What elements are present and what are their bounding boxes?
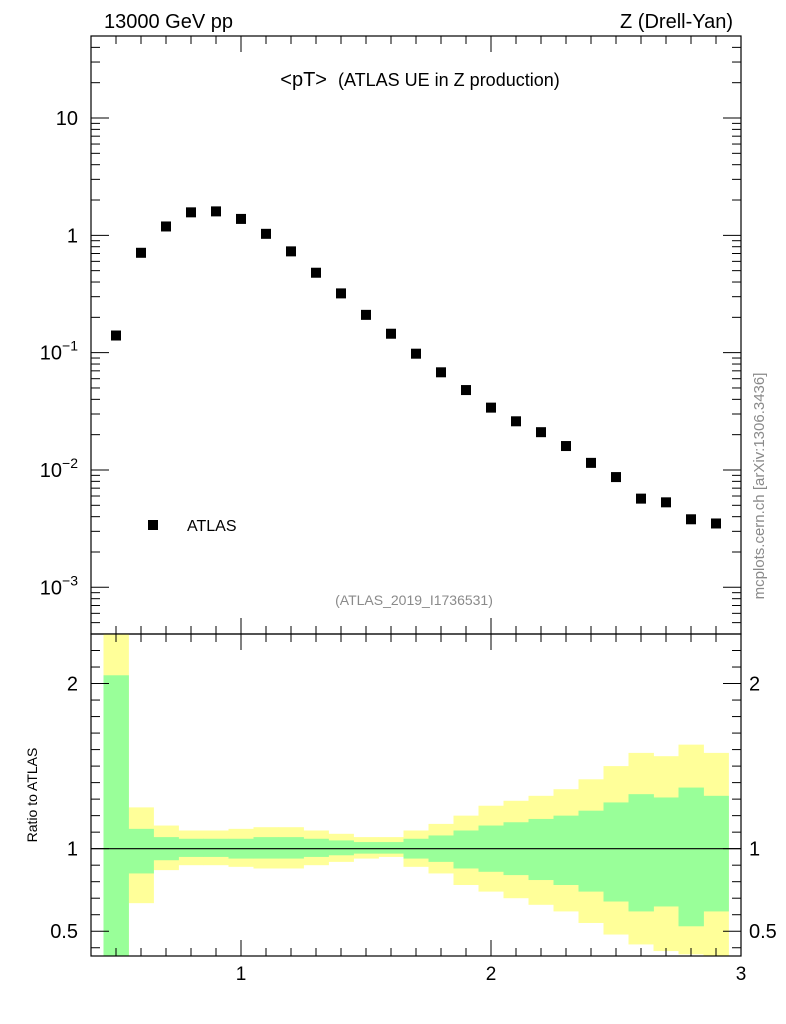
data-point [436, 367, 446, 378]
ratio-band-bin [378, 842, 404, 854]
data-point [261, 228, 271, 239]
data-point [361, 309, 371, 320]
ratio-band-bin [353, 842, 379, 854]
ratio-band-bin [278, 837, 304, 859]
ratio-band-bin [678, 787, 704, 927]
ratio-ylabel: Ratio to ATLAS [24, 748, 40, 843]
main-subtitle-text: (ATLAS UE in Z production) [338, 70, 560, 90]
data-point [236, 213, 246, 224]
main-y-tick-label: 10−2 [40, 455, 78, 482]
legend: ATLAS [148, 518, 237, 535]
main-title-text: <pT> [280, 69, 327, 91]
data-point [511, 416, 521, 427]
main-panel: <pT> (ATLAS UE in Z production) (ATLAS_2… [40, 35, 742, 635]
data-point [686, 514, 696, 525]
main-y-tick-label-exponent: −3 [62, 572, 78, 588]
side-label: mcplots.cern.ch [arXiv:1306.3436] [751, 373, 768, 600]
data-point [561, 441, 571, 452]
ratio-band-bin [103, 675, 129, 956]
data-point [611, 472, 621, 483]
data-point [711, 518, 721, 529]
main-plot-frame [90, 35, 742, 635]
main-y-tick-label-base: 10 [40, 460, 62, 482]
atlas-data-points [111, 206, 721, 529]
ratio-band-bin [128, 828, 154, 874]
main-y-tick-label: 10 [56, 108, 78, 130]
data-point [636, 493, 646, 504]
data-point [161, 221, 171, 232]
ratio-band-bin [203, 838, 229, 857]
legend-label: ATLAS [187, 518, 237, 535]
ratio-band-bin [328, 840, 354, 856]
data-point [386, 328, 396, 339]
ratio-band-inner [103, 675, 729, 956]
ratio-y-tick-label-right: 2 [749, 674, 760, 696]
ratio-band-bin [578, 810, 604, 892]
ratio-y-tick-label-left: 2 [67, 674, 78, 696]
data-point [336, 288, 346, 299]
data-point [661, 497, 671, 508]
ratio-y-tick-label-right: 0.5 [749, 921, 777, 943]
main-y-tick-label-exponent: −2 [62, 455, 78, 471]
ratio-band-bin [653, 797, 679, 907]
legend-marker [148, 520, 158, 530]
ratio-band-bin [603, 802, 629, 902]
data-point [486, 402, 496, 413]
ratio-band-bin [553, 815, 579, 885]
data-point [111, 330, 121, 341]
main-y-tick-label-base: 1 [67, 225, 78, 247]
ratio-band-bin [528, 818, 554, 881]
ratio-x-tick-label: 2 [486, 964, 497, 985]
main-y-tick-label-base: 10 [40, 343, 62, 365]
ratio-band-bin [303, 838, 329, 857]
ratio-y-tick-label-right: 1 [749, 839, 760, 861]
ratio-band-bin [178, 838, 204, 857]
data-point [311, 267, 321, 278]
main-y-tick-label: 1 [67, 225, 78, 247]
data-point [536, 427, 546, 438]
ratio-y-tick-label-left: 0.5 [50, 921, 78, 943]
data-point [286, 246, 296, 257]
main-y-tick-label-base: 10 [40, 577, 62, 599]
ratio-band-bin [628, 794, 654, 912]
ratio-x-tick-label: 3 [736, 964, 747, 985]
header-right: Z (Drell-Yan) [620, 11, 733, 33]
data-point [461, 385, 471, 396]
ratio-panel: Ratio to ATLAS 1 2 30.5 0.51 12 2 [24, 633, 777, 985]
ratio-x-tick-label: 1 [236, 964, 247, 985]
ratio-band-bin [703, 795, 729, 912]
data-point [586, 457, 596, 468]
main-title: <pT> (ATLAS UE in Z production) [280, 69, 559, 91]
data-point [186, 207, 196, 218]
main-y-tick-label-exponent: −1 [62, 338, 78, 354]
main-y-tick-label: 10−3 [40, 572, 78, 599]
ratio-y-tick-label-left: 1 [67, 839, 78, 861]
ratio-band-bin [453, 830, 479, 869]
data-point [136, 247, 146, 258]
main-y-tick-label-base: 10 [56, 108, 78, 130]
main-y-tick-label: 10−1 [40, 338, 78, 365]
ratio-band-bin [253, 837, 279, 859]
data-point [211, 206, 221, 217]
header-left: 13000 GeV pp [104, 11, 233, 33]
data-point [411, 348, 421, 359]
analysis-annotation: (ATLAS_2019_I1736531) [335, 592, 493, 608]
